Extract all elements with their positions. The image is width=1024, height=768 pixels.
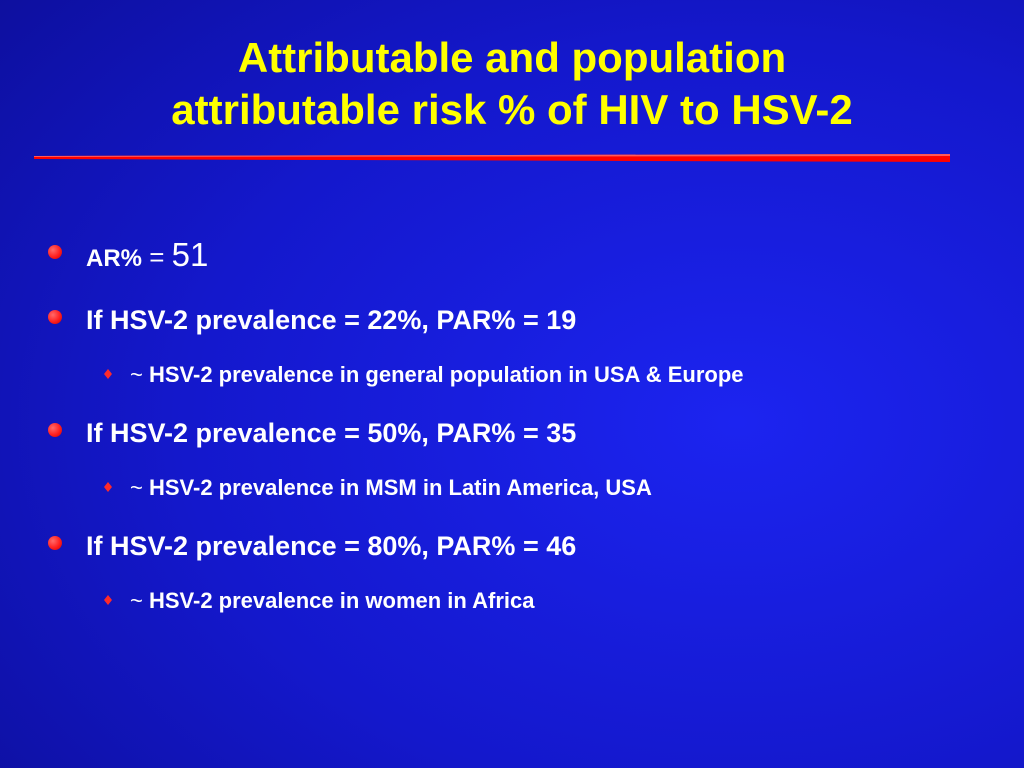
diamond-bullet-icon: [104, 369, 112, 379]
tilde-mark: ~: [130, 362, 149, 387]
sub-bullet-text: ~ HSV-2 prevalence in MSM in Latin Ameri…: [130, 474, 652, 502]
sub-bullet-text: ~ HSV-2 prevalence in general population…: [130, 361, 744, 389]
ar-equals: =: [142, 242, 172, 272]
slide-title: Attributable and population attributable…: [40, 32, 984, 136]
bullet-text: If HSV-2 prevalence = 22%, PAR% = 19: [86, 305, 577, 335]
sub-bullet-label: HSV-2 prevalence in women in Africa: [148, 588, 535, 613]
bullet-text: If HSV-2 prevalence = 50%, PAR% = 35: [86, 418, 577, 448]
ar-value: 51: [171, 236, 209, 273]
ar-label: AR%: [86, 245, 143, 272]
diamond-bullet-icon: [104, 595, 112, 605]
sub-bullet-label: HSV-2 prevalence in MSM in Latin America…: [148, 475, 652, 500]
title-underline: [34, 154, 950, 162]
bullet-dot-icon: [48, 536, 62, 550]
tilde-mark: ~: [130, 588, 149, 613]
bullet-text: AR% = 51: [86, 238, 208, 276]
sub-bullet-label: HSV-2 prevalence in general population i…: [148, 362, 744, 387]
bullet-dot-icon: [48, 423, 62, 437]
bullet-dot-icon: [48, 310, 62, 324]
bullet-dot-icon: [48, 245, 62, 259]
diamond-bullet-icon: [104, 482, 112, 492]
title-line-2: attributable risk % of HIV to HSV-2: [171, 86, 853, 133]
sub-bullet-text: ~ HSV-2 prevalence in women in Africa: [130, 587, 535, 615]
bullet-text: If HSV-2 prevalence = 80%, PAR% = 46: [86, 531, 577, 561]
tilde-mark: ~: [130, 475, 149, 500]
title-line-1: Attributable and population: [237, 34, 787, 81]
